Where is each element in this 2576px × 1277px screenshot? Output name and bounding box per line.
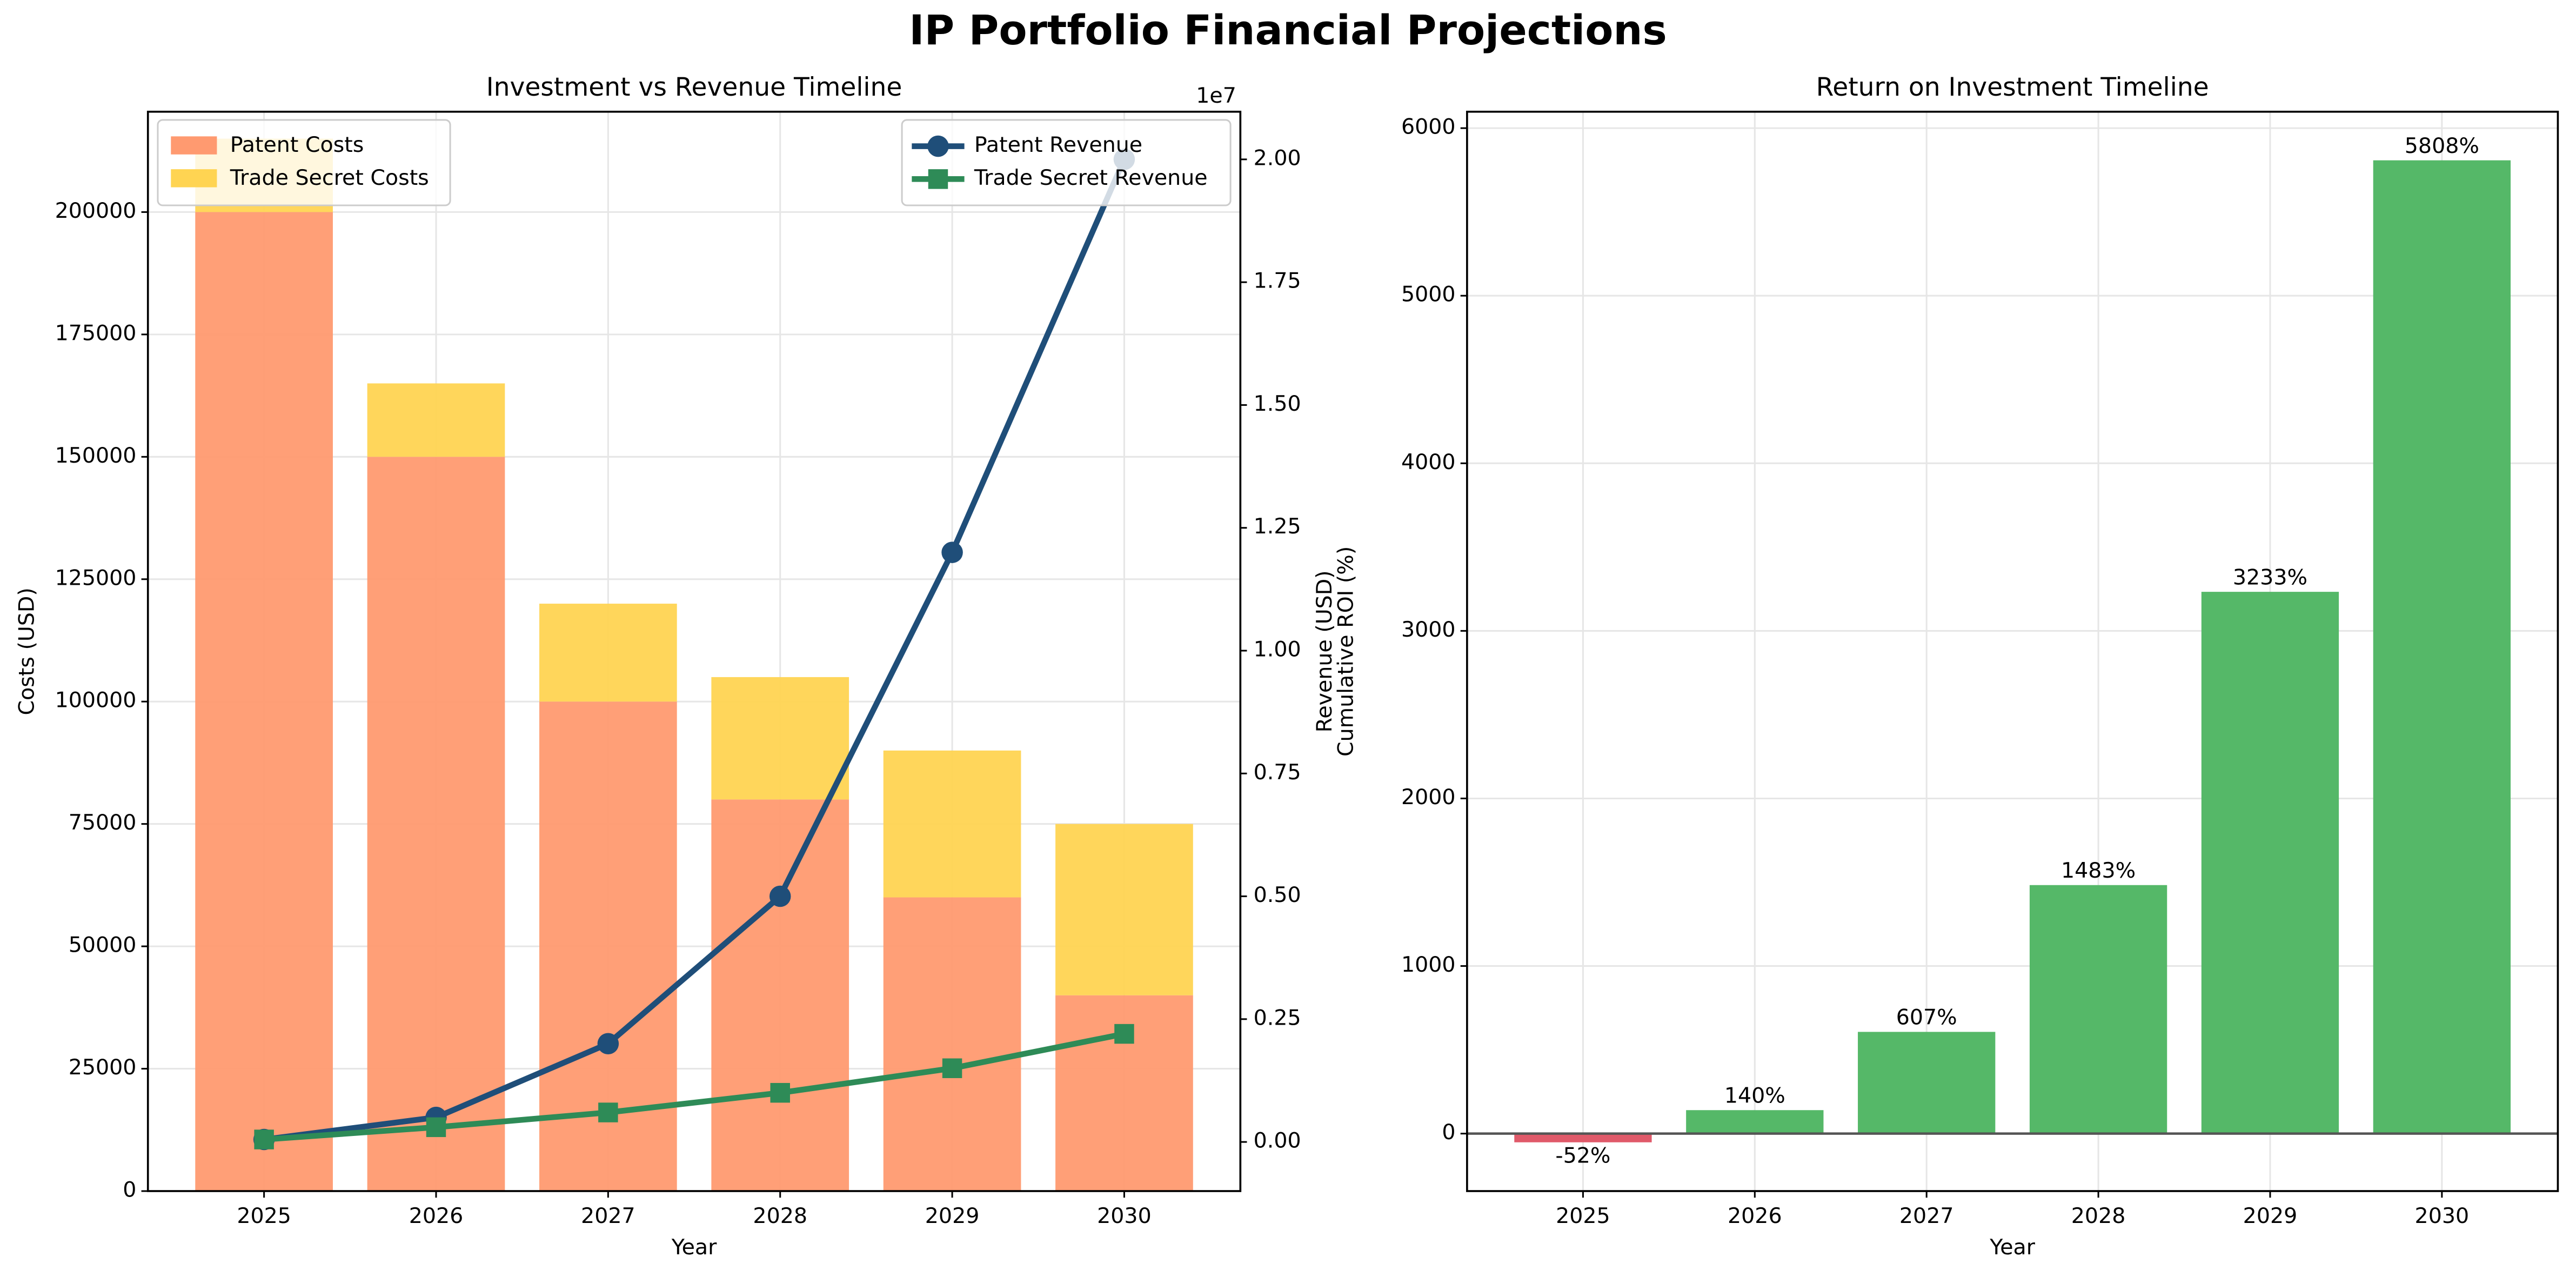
bar: [1055, 824, 1193, 995]
legend-marker: [928, 169, 948, 189]
y2-offset-label: 1e7: [1196, 83, 1236, 108]
legend-box: [157, 119, 451, 206]
bar: [2201, 592, 2339, 1134]
x-axis-label: Year: [1989, 1235, 2035, 1260]
marker: [941, 541, 963, 563]
bar: [2373, 160, 2511, 1134]
chart: Return on Investment Timeline Year Cumulat…: [1333, 72, 2559, 1260]
chart-title: Investment vs Revenue Timeline: [486, 72, 902, 102]
bar: [1858, 1032, 1996, 1134]
x-tick-label: 2026: [409, 1204, 464, 1228]
marker: [254, 1129, 274, 1149]
legend-label: Patent Revenue: [974, 132, 1142, 157]
x-tick-label: 2027: [581, 1204, 635, 1228]
bar: [195, 212, 333, 1192]
marker: [598, 1102, 618, 1122]
marker: [769, 885, 791, 907]
bar: [1514, 1133, 1652, 1142]
y-tick-label: 25000: [69, 1055, 137, 1080]
x-tick-label: 2028: [2071, 1204, 2126, 1228]
bar: [539, 604, 677, 702]
legend-label: Patent Costs: [230, 132, 364, 157]
y-tick-label: 0: [123, 1178, 136, 1202]
y-tick-label: 6000: [1401, 115, 1456, 139]
x-tick-label: 2026: [1728, 1204, 1782, 1228]
y-tick-label: 150000: [55, 443, 137, 468]
legend-label: Trade Secret Costs: [230, 165, 429, 190]
value-label: 5808%: [2405, 133, 2479, 158]
y2-tick-label: 1.25: [1254, 514, 1301, 539]
y2-tick-label: 0.50: [1254, 882, 1301, 907]
legend-label: Trade Secret Revenue: [974, 165, 1208, 190]
y-tick-label: 1000: [1401, 952, 1456, 977]
x-tick-label: 2030: [1097, 1204, 1152, 1228]
y2-tick-label: 0.00: [1254, 1128, 1301, 1153]
axes-frame: [146, 110, 1242, 1192]
y-tick-label: 75000: [69, 810, 137, 835]
x-tick-label: 2025: [237, 1204, 291, 1228]
line: [264, 1031, 1125, 1142]
legend-marker: [927, 135, 949, 157]
legend-swatch: [171, 169, 217, 188]
bar: [883, 897, 1021, 1192]
bar: [367, 383, 505, 457]
y-tick-label: 125000: [55, 565, 137, 590]
y-tick-label: 175000: [55, 320, 137, 345]
marker: [770, 1082, 790, 1103]
bar: [883, 750, 1021, 898]
value-label: 607%: [1896, 1005, 1957, 1030]
value-label: -52%: [1555, 1144, 1610, 1168]
y-tick-label: 50000: [69, 933, 137, 958]
y2-tick-label: 1.50: [1254, 391, 1301, 416]
bar: [711, 677, 849, 800]
x-tick-label: 2025: [1556, 1204, 1610, 1228]
chart-title: Return on Investment Timeline: [1816, 72, 2209, 102]
y-tick-label: 200000: [55, 198, 137, 223]
y-tick-label: 5000: [1401, 282, 1456, 307]
value-label: 140%: [1724, 1083, 1785, 1108]
y2-axis-label: Revenue (USD): [1312, 570, 1337, 732]
bar: [367, 457, 505, 1192]
marker: [1114, 1024, 1134, 1044]
y2-tick-label: 2.00: [1254, 145, 1301, 170]
x-tick-label: 2028: [753, 1204, 807, 1228]
legend-swatch: [171, 136, 217, 155]
marker: [942, 1058, 962, 1078]
y2-tick-label: 1.75: [1254, 269, 1301, 293]
x-tick-label: 2029: [925, 1204, 980, 1228]
x-tick-label: 2027: [1899, 1204, 1954, 1228]
y-tick-label: 100000: [55, 688, 137, 713]
x-tick-label: 2030: [2415, 1204, 2470, 1228]
bar: [1686, 1110, 1824, 1134]
y-tick-label: 0: [1442, 1120, 1455, 1145]
line: [263, 158, 1127, 1142]
y-axis-label: Costs (USD): [14, 587, 39, 715]
y2-tick-label: 1.00: [1254, 637, 1301, 662]
x-tick-label: 2029: [2243, 1204, 2298, 1228]
marker: [597, 1033, 619, 1055]
marker: [426, 1117, 446, 1138]
y-axis-label: Cumulative ROI (%): [1333, 546, 1358, 757]
bar: [2029, 885, 2167, 1134]
figure-title: IP Portfolio Financial Projections: [909, 6, 1667, 54]
legend-box: [901, 119, 1232, 206]
x-axis-label: Year: [671, 1235, 717, 1260]
y-tick-label: 3000: [1401, 617, 1456, 642]
y-tick-label: 2000: [1401, 785, 1456, 810]
y2-tick-label: 0.75: [1254, 760, 1301, 785]
y2-tick-label: 0.25: [1254, 1005, 1301, 1030]
chart: Investment vs Revenue Timeline Year Costs …: [14, 72, 1337, 1260]
y-tick-label: 4000: [1401, 450, 1456, 474]
axes-frame: [1466, 110, 2559, 1192]
value-label: 3233%: [2233, 565, 2307, 590]
bar: [711, 799, 849, 1192]
value-label: 1483%: [2061, 858, 2136, 883]
